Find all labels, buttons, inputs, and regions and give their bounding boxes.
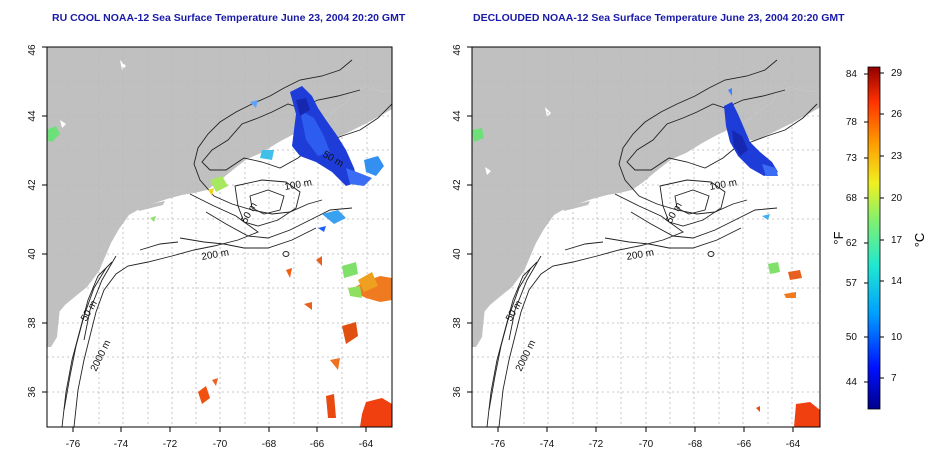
right-map-panel: 100 m 50 m 200 m 50 m 2000 m -76 -74 -72… [452, 44, 821, 450]
left-lat-ticks: 36 38 40 42 44 46 [27, 44, 38, 398]
right-lat-tick: 42 [452, 179, 463, 191]
left-lat-tick: 46 [27, 44, 38, 56]
left-lat-tick: 44 [27, 110, 38, 122]
f-tick: 78 [846, 117, 858, 128]
right-label-100m: 100 m [709, 177, 738, 193]
left-lon-tick: -72 [163, 439, 178, 450]
left-label-200m: 200 m [201, 247, 230, 263]
left-lon-tick: -66 [310, 439, 325, 450]
left-panel-title: RU COOL NOAA-12 Sea Surface Temperature … [52, 12, 406, 24]
c-tick: 17 [891, 235, 903, 246]
left-sst-cold [250, 86, 384, 232]
right-lat-tick: 44 [452, 110, 463, 122]
right-lon-tick: -68 [688, 439, 703, 450]
left-sst-warm [47, 126, 392, 427]
c-tick: 26 [891, 109, 903, 120]
left-lon-tick: -64 [359, 439, 374, 450]
left-lat-tick: 38 [27, 317, 38, 329]
f-tick: 84 [846, 69, 858, 80]
c-tick: 7 [891, 373, 897, 384]
left-lon-tick: -68 [262, 439, 277, 450]
left-lat-tick: 36 [27, 386, 38, 398]
right-panel-title: DECLOUDED NOAA-12 Sea Surface Temperatur… [473, 12, 845, 24]
right-lon-tick: -66 [737, 439, 752, 450]
left-lon-ticks: -76 -74 -72 -70 -68 -66 -64 [66, 439, 374, 450]
colorbar: 84 78 73 68 62 57 50 44 29 26 23 20 17 1… [831, 66, 927, 410]
f-tick: 73 [846, 153, 858, 164]
fahrenheit-unit-label: °F [831, 231, 846, 244]
right-lat-tick: 40 [452, 248, 463, 260]
f-tick: 68 [846, 193, 858, 204]
right-lon-tick: -74 [540, 439, 555, 450]
left-gridlines [47, 47, 392, 427]
f-tick: 50 [846, 332, 858, 343]
left-map-panel: 100 m 50 m 50 m 200 m 50 m 2000 m -76 -7… [27, 44, 393, 450]
c-tick: 29 [891, 68, 903, 79]
right-lon-ticks: -76 -74 -72 -70 -68 -66 -64 [491, 439, 801, 450]
f-tick: 57 [846, 278, 858, 289]
c-tick: 23 [891, 151, 903, 162]
right-lat-ticks: 36 38 40 42 44 46 [452, 44, 463, 398]
right-contours [486, 59, 818, 427]
right-sst-cold [724, 88, 778, 176]
left-lat-tick: 40 [27, 248, 38, 260]
colorbar-c-ticks: 29 26 23 20 17 14 10 7 [891, 68, 903, 384]
left-lat-tick: 42 [27, 179, 38, 191]
left-label-100m: 100 m [284, 177, 313, 193]
right-lat-tick: 38 [452, 317, 463, 329]
c-tick: 10 [891, 332, 903, 343]
f-tick: 44 [846, 377, 858, 388]
right-lon-tick: -70 [639, 439, 654, 450]
right-lon-tick: -64 [786, 439, 801, 450]
right-lat-tick: 36 [452, 386, 463, 398]
colorbar-f-ticks: 84 78 73 68 62 57 50 44 [846, 69, 858, 388]
left-lon-tick: -76 [66, 439, 81, 450]
left-contours [61, 59, 392, 427]
f-tick: 62 [846, 238, 858, 249]
right-label-200m: 200 m [626, 247, 655, 263]
colorbar-gradient [867, 66, 881, 410]
celsius-unit-label: °C [912, 233, 927, 248]
right-lon-tick: -72 [589, 439, 604, 450]
right-lon-tick: -76 [491, 439, 506, 450]
c-tick: 14 [891, 276, 903, 287]
right-lat-tick: 46 [452, 44, 463, 56]
c-tick: 20 [891, 193, 903, 204]
left-lon-tick: -70 [213, 439, 228, 450]
left-lon-tick: -74 [114, 439, 129, 450]
right-sst-warm [472, 128, 820, 427]
